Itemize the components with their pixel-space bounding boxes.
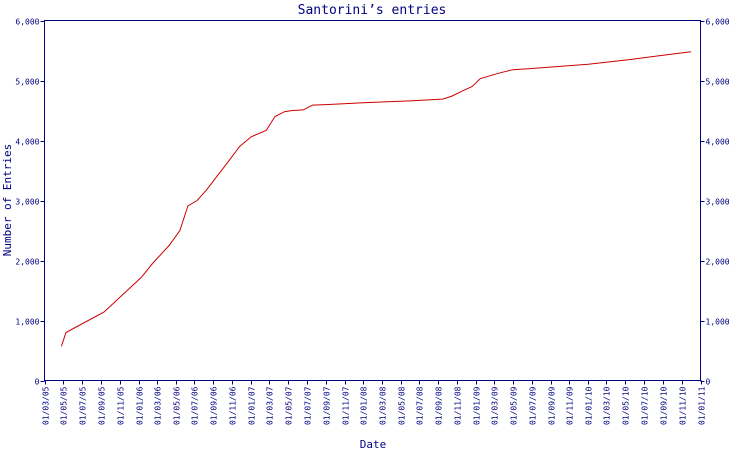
x-tick-label: 01/03/10 [603,386,612,425]
x-tick-label: 01/01/09 [473,386,482,425]
x-tick-label: 01/07/08 [416,386,425,425]
x-tick-label: 01/01/07 [248,386,257,425]
x-tick-label: 01/03/07 [266,386,275,425]
x-tick-label: 01/01/11 [698,386,707,425]
x-tick-label: 01/05/10 [622,386,631,425]
x-tick-label: 01/09/08 [435,386,444,425]
y-tick-label-left: 1,000 [15,318,39,327]
x-tick-label: 01/09/06 [210,386,219,425]
y-tick-label-left: 3,000 [15,198,39,207]
y-tick-label-right: 3,000 [706,198,730,207]
x-axis: 01/03/05 01/05/05 01/07/05 01/09/05 01/11/05… [42,380,707,425]
x-tick-label: 01/09/05 [98,386,107,425]
y-tick-label-left: 2,000 [15,258,39,267]
plot-frame [44,20,701,381]
x-tick-label: 01/07/05 [79,386,88,425]
y-axis-title: Number of Entries [1,144,14,257]
x-tick-label: 01/03/05 [42,386,51,425]
y-tick-label-right: 0 [706,378,711,387]
x-tick-label: 01/05/07 [285,386,294,425]
x-tick-label: 01/01/06 [136,386,145,425]
x-tick-label: 01/05/05 [60,386,69,425]
x-tick-label: 01/11/06 [229,386,238,425]
x-tick-label: 01/11/07 [342,386,351,425]
x-tick-label: 01/11/05 [117,386,126,425]
x-tick-label: 01/03/08 [379,386,388,425]
x-tick-label: 01/11/10 [679,386,688,425]
y-tick-label-right: 4,000 [706,138,730,147]
chart-title: Santorini’s entries [298,3,447,18]
x-tick-label: 01/03/09 [491,386,500,425]
x-tick-label: 01/01/08 [360,386,369,425]
x-axis-title: Date [360,438,387,450]
series-group [60,51,692,347]
x-tick-label: 01/09/07 [323,386,332,425]
x-tick-label: 01/11/09 [566,386,575,425]
y-tick-label-right: 1,000 [706,318,730,327]
y-tick-label-right: 5,000 [706,78,730,87]
x-tick-label: 01/07/09 [529,386,538,425]
x-tick-label: 01/09/09 [548,386,557,425]
x-tick-label: 01/07/07 [304,386,313,425]
x-tick-label: 01/05/06 [173,386,182,425]
y-axis-right: 0 1,000 2,000 3,000 4,000 5,000 6,000 [700,18,730,387]
y-tick-label-left: 0 [35,378,40,387]
y-tick-label-left: 5,000 [15,78,39,87]
y-tick-label-left: 6,000 [15,18,39,27]
x-tick-label: 01/07/06 [191,386,200,425]
x-tick-label: 01/01/10 [585,386,594,425]
x-tick-label: 01/09/10 [660,386,669,425]
x-tick-label: 01/07/10 [641,386,650,425]
y-tick-label-left: 4,000 [15,138,39,147]
y-axis-left: 0 1,000 2,000 3,000 4,000 5,000 6,000 [15,18,45,387]
y-tick-label-right: 6,000 [706,18,730,27]
x-tick-label: 01/05/08 [398,386,407,425]
x-tick-label: 01/03/06 [154,386,163,425]
y-tick-label-right: 2,000 [706,258,730,267]
x-tick-label: 01/05/09 [510,386,519,425]
series-line [60,51,692,347]
x-tick-label: 01/11/08 [454,386,463,425]
